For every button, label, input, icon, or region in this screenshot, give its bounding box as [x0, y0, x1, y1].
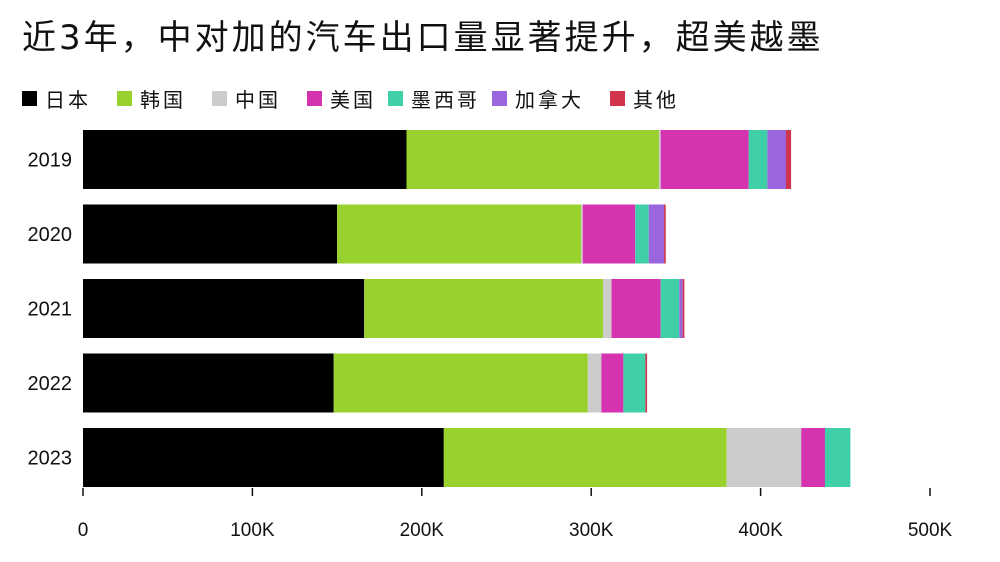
bar-segment-2022-6: [645, 353, 648, 413]
legend-label-japan: 日本: [45, 88, 91, 112]
bar-segment-2021-4: [660, 279, 680, 338]
bar-segment-2021-3: [611, 279, 661, 338]
legend-swatch-mexico: [388, 91, 403, 106]
bar-segment-2020-6: [664, 204, 666, 264]
chart-legend: 日本 韩国 中国 美国 墨西哥 加拿大 其他: [22, 84, 705, 113]
bar-segment-2021-1: [364, 279, 604, 338]
legend-label-other: 其他: [633, 88, 679, 112]
legend-item-japan: 日本: [22, 84, 91, 113]
legend-item-usa: 美国: [307, 84, 376, 113]
chart-title: 近3年，中对加的汽车出口量显著提升，超美越墨: [22, 18, 824, 58]
y-tick-label-2019: 2019: [28, 150, 73, 172]
y-tick-label-2023: 2023: [28, 448, 73, 470]
bar-segment-2022-1: [333, 353, 588, 413]
bar-segment-2020-4: [635, 204, 649, 264]
legend-swatch-usa: [307, 91, 322, 106]
bar-segment-2019-1: [406, 130, 659, 189]
bar-segment-2019-5: [767, 130, 787, 189]
x-tick-label-5: 500K: [908, 520, 953, 541]
bar-segment-2023-3: [801, 428, 825, 487]
legend-swatch-japan: [22, 91, 37, 106]
bar-segment-2023-0: [83, 428, 444, 487]
x-tick-label-4: 400K: [738, 520, 783, 541]
bar-segment-2019-2: [658, 130, 661, 189]
bar-segment-2023-2: [726, 428, 802, 487]
legend-item-other: 其他: [610, 84, 679, 113]
y-tick-label-2020: 2020: [28, 224, 73, 246]
legend-label-usa: 美国: [330, 88, 376, 112]
bar-segment-2022-0: [83, 353, 334, 413]
legend-swatch-other: [610, 91, 625, 106]
y-tick-label-2022: 2022: [28, 373, 73, 395]
bar-segment-2021-0: [83, 279, 365, 338]
legend-label-mexico: 墨西哥: [411, 88, 480, 112]
legend-label-canada: 加拿大: [515, 88, 584, 112]
legend-label-korea: 韩国: [140, 88, 186, 112]
x-tick-label-2: 200K: [400, 520, 445, 541]
bar-segment-2020-3: [582, 204, 636, 264]
legend-label-china: 中国: [235, 88, 281, 112]
legend-item-mexico: 墨西哥: [388, 84, 480, 113]
x-tick-label-1: 100K: [230, 520, 275, 541]
bar-segment-2022-4: [623, 353, 646, 413]
bar-segment-2020-1: [337, 204, 582, 264]
bar-segment-2020-2: [581, 204, 583, 264]
bar-segment-2019-6: [786, 130, 792, 189]
bar-segment-2020-5: [648, 204, 665, 264]
bar-segment-2022-3: [601, 353, 624, 413]
y-tick-label-2021: 2021: [28, 299, 73, 321]
legend-swatch-canada: [492, 91, 507, 106]
bar-segment-2019-3: [660, 130, 749, 189]
legend-item-china: 中国: [212, 84, 281, 113]
legend-item-korea: 韩国: [117, 84, 186, 113]
legend-swatch-china: [212, 91, 227, 106]
bar-segment-2023-4: [824, 428, 851, 487]
bar-segment-2020-0: [83, 204, 338, 264]
legend-swatch-korea: [117, 91, 132, 106]
bar-segment-2021-2: [603, 279, 612, 338]
x-tick-label-0: 0: [78, 520, 89, 541]
bar-segment-2019-0: [83, 130, 407, 189]
bar-segment-2021-6: [682, 279, 685, 338]
bar-segment-2022-2: [587, 353, 602, 413]
bar-segment-2023-1: [443, 428, 727, 487]
bar-segment-2019-4: [748, 130, 768, 189]
x-tick-label-3: 300K: [569, 520, 614, 541]
bar-segment-2021-5: [679, 279, 683, 338]
legend-item-canada: 加拿大: [492, 84, 584, 113]
